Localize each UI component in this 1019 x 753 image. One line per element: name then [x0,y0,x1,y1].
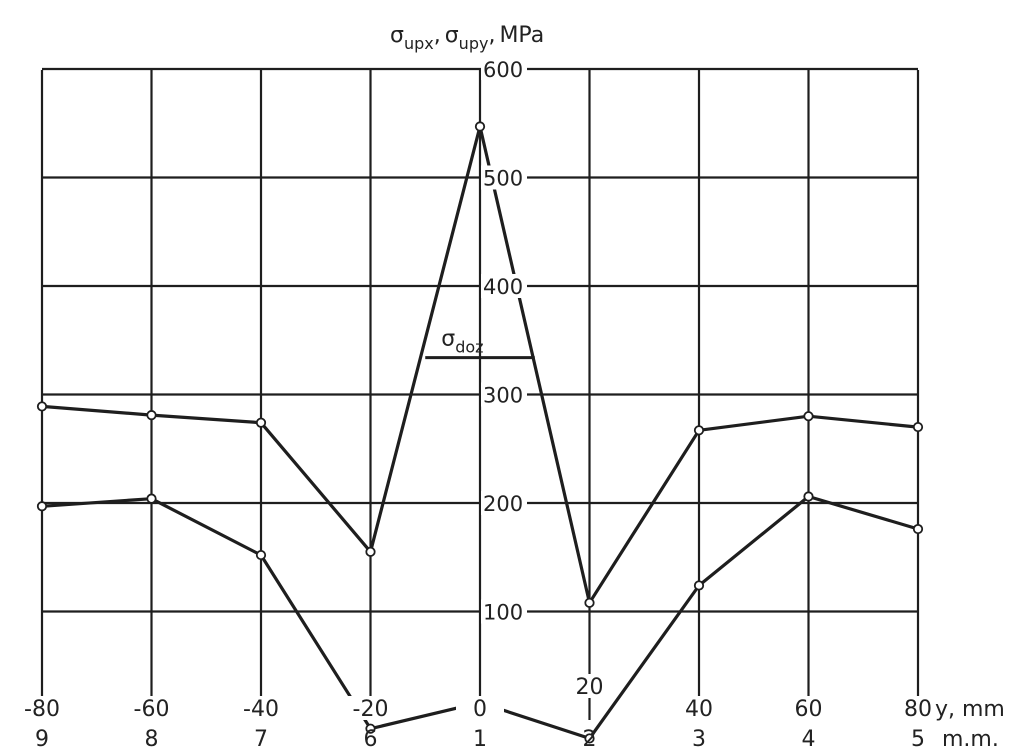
measurement-point-label: 1 [473,727,487,752]
x-tick-label: 60 [795,697,823,722]
x-tick-label-bg [565,674,614,698]
x-tick-label: -60 [134,697,170,722]
series-1-point [146,410,157,421]
y-tick-label: 100 [483,601,523,625]
series-1-point [803,411,814,422]
x-tick-label-bg [127,696,176,720]
allowable-stress-sub: doz [455,338,483,357]
measurement-point-label: 8 [145,727,159,752]
x-tick-label: 20 [576,675,604,700]
y-axis-sep-2: , [488,23,495,48]
y-tick-label-bg [481,491,527,515]
y-axis-symbol-2: σ [445,23,459,48]
y-tick-labels: 100 200 300 400 500 600 [481,56,527,625]
x-tick-label-bg [237,696,285,720]
x-tick-label-bg [456,696,504,720]
x-tick-label-bg [894,696,942,720]
series-2-point [255,549,267,561]
x-tick-label: -80 [24,697,60,722]
y-axis-sep-1: , [434,23,441,48]
y-tick-label-bg [481,382,527,407]
measurement-point-label: 7 [254,727,268,752]
x-tick-label: -20 [353,697,389,722]
y-tick-label: 400 [483,275,523,299]
measurement-point-label: 5 [911,727,925,752]
series-1-point [584,597,595,608]
x-axis-title: y, mm [935,697,1005,722]
y-tick-label-bg [481,165,527,190]
y-axis-symbol-1: σ [390,23,404,48]
x-tick-label-bg [675,696,723,720]
measurement-point-label: 3 [692,727,706,752]
y-tick-label-bg [481,599,527,624]
data-points [36,121,924,744]
measurement-point-label: 2 [583,727,597,752]
x-tick-label: -40 [243,697,279,722]
measurement-point-label: 4 [802,727,816,752]
y-axis-unit: MPa [499,23,544,48]
x-tick-label: 0 [473,697,487,722]
series-2-point [803,491,814,502]
series-1-point [693,425,705,436]
y-axis-sub-2: upy [459,34,489,53]
y-tick-label: 300 [483,384,523,408]
measurement-point-label: 6 [364,727,378,752]
series-1-point [474,121,486,132]
grid [40,67,920,720]
y-tick-label: 600 [483,58,523,82]
x-tick-label: 40 [685,697,713,722]
allowable-stress-marker: σdoz [425,327,535,360]
y-axis-title: σupx, σupy, MPa [390,23,544,53]
x-tick-label-bg [346,696,395,720]
y-tick-label-bg [481,274,527,298]
allowable-stress-symbol: σ [441,327,455,352]
x-secondary-axis-title: m.m. [942,727,999,752]
series-1-point [36,401,48,412]
y-tick-label-bg [481,56,527,80]
x-tick-labels: -80 -60 -40 -20 0 20 40 60 80 [18,674,942,722]
allowable-stress-label: σdoz [441,327,483,357]
y-axis-sub-1: upx [404,34,434,53]
series-2-point [365,723,376,734]
y-tick-label: 200 [483,492,523,516]
measurement-point-label: 9 [35,727,49,752]
series-2-point [584,733,595,744]
series-1-point [912,421,924,433]
y-tick-label: 500 [483,167,523,191]
series-2-point [36,501,48,512]
x-tick-label-bg [784,696,833,720]
series-1-point [255,417,267,428]
x-tick-label-bg [18,696,66,720]
series-2-point [912,523,924,535]
series-2-point [146,493,157,504]
series-2-point [693,580,705,591]
x-tick-label: 80 [904,697,932,722]
measurement-point-labels: 9 8 7 6 1 2 3 4 5 [35,727,925,752]
series-1-point [365,546,376,557]
